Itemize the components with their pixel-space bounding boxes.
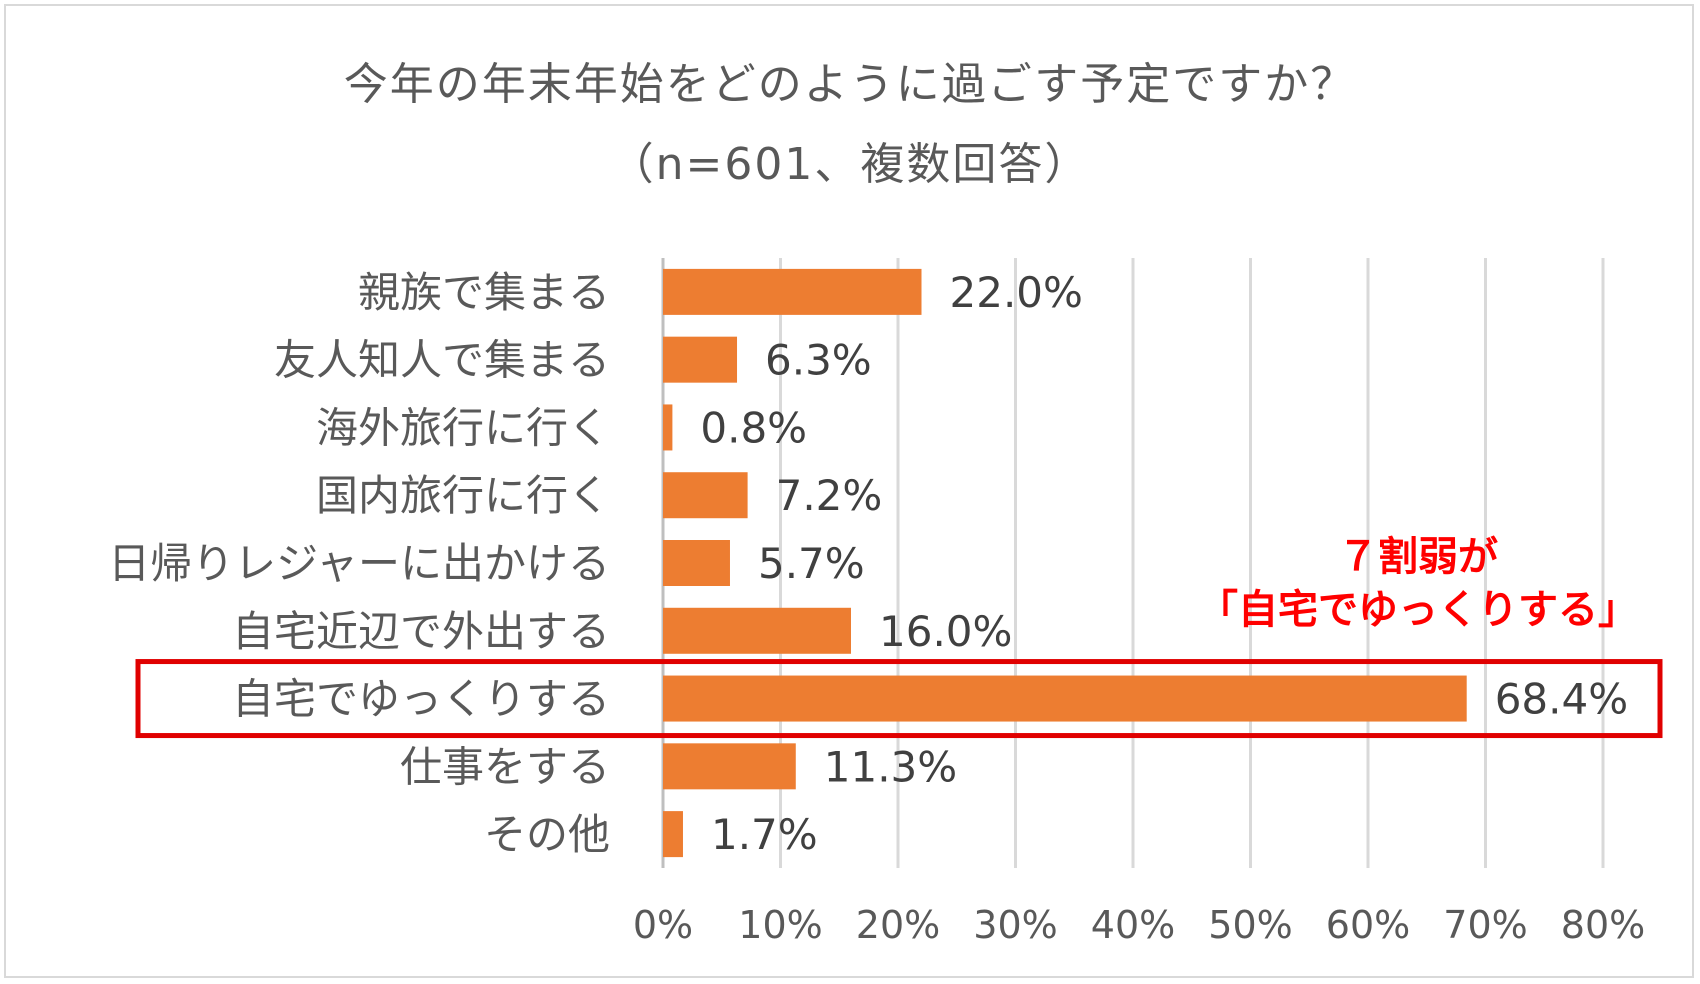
category-label: 自宅でゆっくりする [232,675,610,724]
value-label: 7.2% [776,471,883,520]
bar [663,336,738,383]
category-labels: 親族で集まる友人知人で集まる海外旅行に行く国内旅行に行く日帰りレジャーに出かける… [108,268,610,859]
value-label: 6.3% [765,336,872,385]
highlight-group [135,659,1663,739]
value-label: 5.7% [758,539,865,588]
bar [663,743,796,790]
bar [663,472,748,519]
bar [663,404,673,451]
chart-subtitle: （n=601、複数回答） [609,139,1091,190]
x-tick-label: 10% [738,903,822,947]
bars [663,268,1467,858]
bar [663,675,1467,722]
x-axis-tick-labels: 0% 10% 20% 30% 40% 50% 60% 70% 80% [633,903,1645,947]
x-tick-label: 60% [1326,903,1410,947]
bar [663,811,683,858]
value-labels: 22.0% 6.3% 0.8% 7.2% 5.7% 16.0% 68.4% 11.3%1.7% [700,268,1628,859]
x-tick-label: 80% [1561,903,1645,947]
value-label: 68.4% [1495,675,1628,724]
x-tick-label: 0% [633,903,693,947]
bar [663,268,922,315]
category-label: 自宅近辺で外出する [232,607,610,656]
annotation-line: ７割弱が [1338,534,1498,580]
category-label: 友人知人で集まる [274,336,610,385]
annotation-group: ７割弱が「自宅でゆっくりする」 [1198,534,1638,633]
value-label: 1.7% [711,810,818,859]
category-label: 海外旅行に行く [316,403,610,452]
category-label: その他 [484,810,610,859]
category-label: 国内旅行に行く [316,471,610,520]
bar [663,607,851,654]
highlight-box [135,659,1663,739]
value-label: 22.0% [950,268,1083,317]
value-label: 16.0% [879,607,1012,656]
x-tick-label: 20% [856,903,940,947]
x-tick-label: 70% [1443,903,1527,947]
value-label: 11.3% [824,742,957,791]
value-label: 0.8% [700,403,807,452]
category-label: 仕事をする [400,742,610,791]
annotation-line: 「自宅でゆっくりする」 [1198,587,1638,633]
chart-title: 今年の年末年始をどのように過ごす予定ですか？ [343,59,1357,110]
bar [663,540,730,586]
category-label: 日帰りレジャーに出かける [108,539,610,588]
x-tick-label: 40% [1091,903,1175,947]
category-label: 親族で集まる [358,268,610,317]
chart-frame [4,4,1694,978]
x-tick-label: 50% [1208,903,1292,947]
x-tick-label: 30% [973,903,1057,947]
